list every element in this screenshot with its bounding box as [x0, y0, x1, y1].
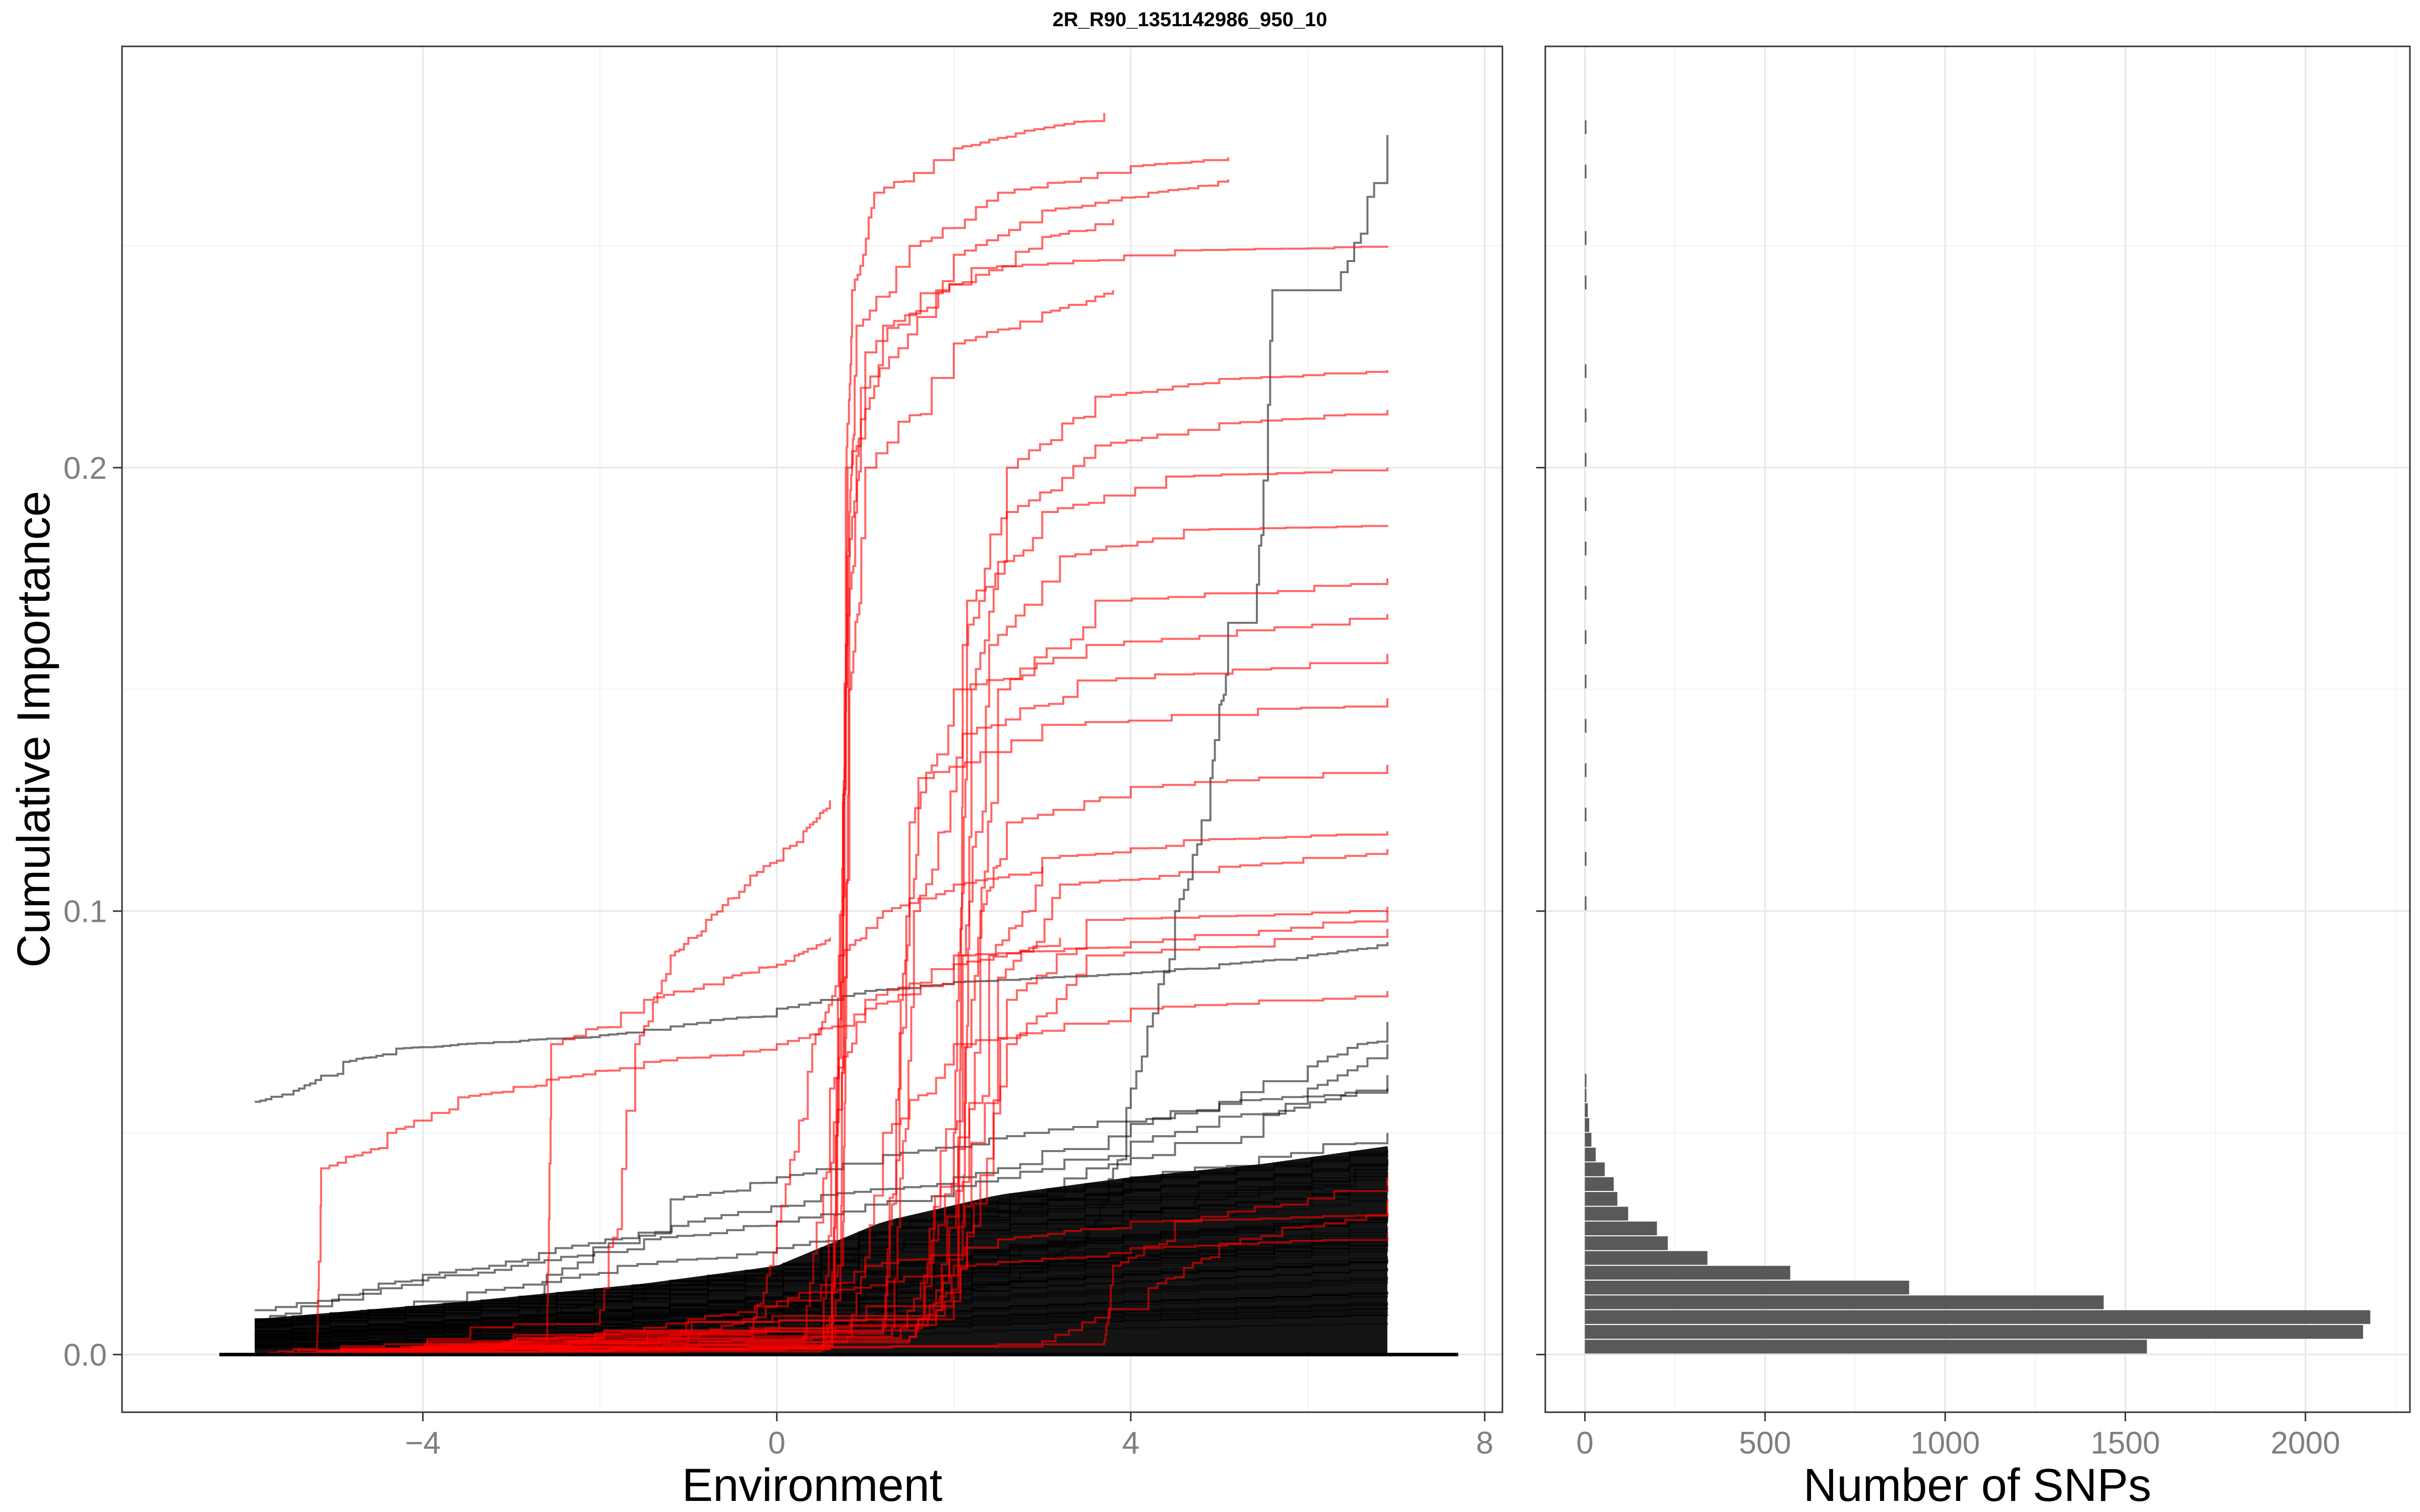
histogram-bar	[1585, 1118, 1590, 1132]
snp-line-red	[255, 157, 1229, 1356]
histogram-bar	[1585, 852, 1587, 866]
snp-line-dense	[255, 1147, 1388, 1320]
x-tick-label: −4	[405, 1426, 441, 1461]
snp-line-black	[255, 1044, 1388, 1320]
histogram-bar	[1585, 1088, 1587, 1102]
snp-line-dense	[255, 1212, 1388, 1332]
left-panel-border	[121, 45, 1503, 1413]
y-tick-label: 0.2	[64, 451, 107, 486]
right-axes: 0 500 1000 1500 2000	[1536, 467, 2340, 1461]
x-tick-label: 4	[1122, 1426, 1139, 1461]
histogram-bar	[1585, 231, 1587, 245]
right-panel-background	[1545, 46, 2410, 1412]
snp-line-black	[255, 942, 1388, 1103]
left-panel: −4 0 4 8 0.0 0.1 0.2	[64, 45, 1503, 1461]
snp-line-red	[255, 1213, 1388, 1356]
histogram-bar	[1585, 763, 1587, 777]
snp-line-red	[255, 1235, 1388, 1356]
right-grid	[1545, 46, 2410, 1412]
x-tick-label: 8	[1476, 1426, 1493, 1461]
chart-title: 2R_R90_1351142986_950_10	[1053, 9, 1327, 31]
snp-line-dense	[255, 1160, 1388, 1322]
snp-line-red	[255, 831, 1388, 1356]
snp-line-red	[255, 1199, 1388, 1356]
histogram-bar	[1585, 1295, 2104, 1309]
histogram-bar	[1585, 453, 1587, 467]
x-axis-title-environment: Environment	[682, 1460, 942, 1511]
histogram-bar	[1585, 630, 1587, 644]
histogram-bar	[1585, 1177, 1614, 1191]
histogram-bar	[1585, 1103, 1588, 1117]
right-x-tick-label: 1500	[2091, 1426, 2160, 1461]
x-axis-title-number-of-snps: Number of SNPs	[1803, 1460, 2151, 1511]
y-tick-label: 0.0	[64, 1338, 107, 1373]
snp-line-red	[255, 928, 1388, 1356]
right-x-tick-label: 500	[1739, 1426, 1791, 1461]
histogram-bar	[1585, 120, 1587, 134]
histogram-bar	[1585, 1325, 2364, 1339]
histogram-bar	[1585, 541, 1587, 555]
right-x-tick-label: 1000	[1910, 1426, 1980, 1461]
histogram-bars	[1585, 120, 2371, 1354]
histogram-bar	[1585, 1236, 1668, 1250]
histogram-bar	[1585, 1162, 1605, 1176]
snp-line-black	[255, 1088, 1388, 1338]
snp-line-red	[255, 370, 1388, 1356]
snp-line-red	[255, 467, 1388, 1356]
histogram-bar	[1585, 1132, 1592, 1147]
snp-line-black	[255, 1022, 1388, 1311]
x-tick-label: 0	[768, 1426, 785, 1461]
histogram-bar	[1585, 1281, 1909, 1295]
snp-line-red	[255, 906, 1388, 1356]
right-panel: 0 500 1000 1500 2000	[1536, 45, 2411, 1461]
histogram-bar	[1585, 896, 1587, 910]
histogram-bar	[1585, 1310, 2371, 1324]
snp-line-red	[255, 1177, 1388, 1356]
right-x-tick-label: 2000	[2271, 1426, 2340, 1461]
histogram-bar	[1585, 586, 1587, 600]
histogram-bar	[1585, 1207, 1628, 1221]
y-tick-label: 0.1	[64, 895, 107, 929]
histogram-bar	[1585, 1251, 1708, 1265]
histogram-bar	[1585, 1074, 1587, 1088]
histogram-bar	[1585, 1148, 1596, 1162]
histogram-bar	[1585, 1266, 1790, 1280]
right-x-tick-label: 0	[1576, 1426, 1593, 1461]
snp-line-red	[255, 849, 1388, 1356]
left-axes: −4 0 4 8 0.0 0.1 0.2	[64, 451, 1493, 1461]
y-axis-title: Cumulative Importance	[8, 491, 59, 968]
histogram-bar	[1585, 408, 1587, 422]
snp-line-red	[255, 245, 1388, 1356]
snp-line-red	[255, 991, 1388, 1356]
histogram-bar	[1585, 164, 1587, 178]
histogram-bar	[1585, 719, 1587, 733]
histogram-bar	[1585, 1340, 2147, 1354]
snp-line-red	[255, 937, 831, 1356]
histogram-bar	[1585, 497, 1587, 511]
histogram-bar	[1585, 674, 1587, 688]
snp-line-red	[255, 911, 1388, 1356]
histogram-bar	[1585, 1192, 1617, 1206]
snp-line-red	[255, 410, 1388, 1356]
histogram-bar	[1585, 364, 1587, 378]
snp-line-red	[255, 937, 1061, 1356]
histogram-bar	[1585, 807, 1587, 822]
right-panel-border	[1544, 45, 2411, 1413]
snp-line-red	[255, 654, 1388, 1356]
snp-lines	[255, 113, 1388, 1356]
histogram-bar	[1585, 275, 1587, 289]
snp-line-black	[255, 135, 1388, 1356]
snp-line-red	[255, 800, 831, 1356]
histogram-bar	[1585, 1221, 1657, 1235]
